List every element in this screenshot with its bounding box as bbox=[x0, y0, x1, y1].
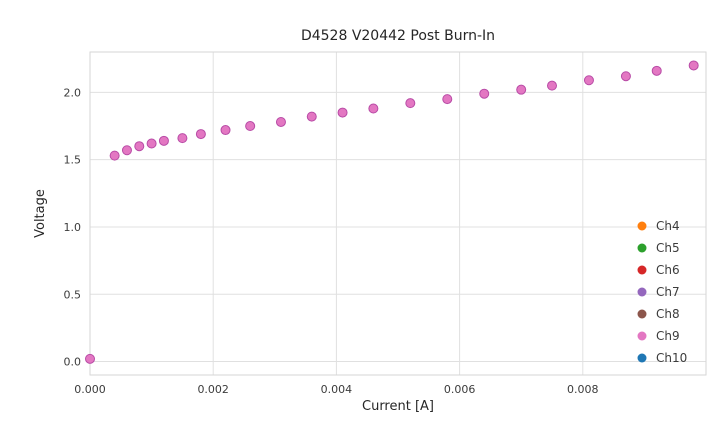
legend-label: Ch5 bbox=[656, 241, 680, 255]
legend-item: Ch5 bbox=[637, 241, 680, 255]
data-point bbox=[158, 135, 169, 146]
data-point bbox=[405, 98, 416, 109]
data-point bbox=[109, 150, 120, 161]
data-point bbox=[583, 75, 594, 86]
legend-item: Ch9 bbox=[637, 329, 680, 343]
data-point bbox=[245, 121, 256, 132]
data-point bbox=[688, 60, 699, 71]
legend-label: Ch8 bbox=[656, 307, 680, 321]
legend-label: Ch9 bbox=[656, 329, 680, 343]
legend-marker-icon bbox=[637, 243, 647, 253]
x-axis-label: Current [A] bbox=[362, 399, 434, 414]
data-point bbox=[368, 103, 379, 114]
data-point bbox=[516, 84, 527, 95]
y-tick-label: 1.0 bbox=[64, 221, 82, 234]
data-point bbox=[195, 129, 206, 140]
legend-marker-icon bbox=[637, 353, 647, 363]
legend-label: Ch10 bbox=[656, 351, 687, 365]
data-point bbox=[146, 138, 157, 149]
legend-item: Ch7 bbox=[637, 285, 680, 299]
x-tick-label: 0.004 bbox=[321, 383, 353, 396]
y-tick-label: 0.0 bbox=[64, 356, 82, 369]
x-tick-label: 0.006 bbox=[444, 383, 476, 396]
data-point bbox=[134, 141, 145, 152]
data-point bbox=[651, 65, 662, 76]
legend-marker-icon bbox=[637, 331, 647, 341]
data-point bbox=[306, 111, 317, 122]
y-axis-label: Voltage bbox=[33, 189, 48, 238]
data-point bbox=[337, 107, 348, 118]
data-point bbox=[177, 133, 188, 144]
legend-label: Ch4 bbox=[656, 219, 680, 233]
x-tick-labels: 0.000 0.002 0.004 0.006 0.008 bbox=[74, 383, 598, 396]
legend-marker-icon bbox=[637, 265, 647, 275]
data-point bbox=[121, 145, 132, 156]
y-tick-label: 1.5 bbox=[64, 154, 82, 167]
x-tick-label: 0.002 bbox=[197, 383, 229, 396]
data-point bbox=[547, 80, 557, 91]
data-point bbox=[220, 125, 231, 136]
data-point bbox=[85, 353, 95, 364]
data-point bbox=[479, 88, 490, 99]
data-point bbox=[275, 116, 286, 127]
legend-marker-icon bbox=[637, 287, 647, 297]
legend-marker-icon bbox=[637, 309, 647, 319]
legend-label: Ch6 bbox=[656, 263, 680, 277]
legend-item: Ch8 bbox=[637, 307, 680, 321]
data-point bbox=[620, 71, 631, 82]
legend-label: Ch7 bbox=[656, 285, 680, 299]
x-tick-label: 0.008 bbox=[567, 383, 599, 396]
legend-marker-icon bbox=[637, 221, 647, 231]
data-point bbox=[442, 94, 453, 105]
legend-item: Ch10 bbox=[637, 351, 687, 365]
legend: Ch4 Ch5 Ch6 Ch7 Ch8 Ch9 Ch10 bbox=[637, 219, 687, 365]
plot-border bbox=[89, 51, 707, 376]
y-tick-label: 2.0 bbox=[64, 86, 82, 99]
x-tick-label: 0.000 bbox=[74, 383, 106, 396]
chart-title: D4528 V20442 Post Burn-In bbox=[301, 28, 495, 44]
legend-item: Ch4 bbox=[637, 219, 680, 233]
gridlines bbox=[89, 52, 706, 375]
data-points bbox=[85, 60, 699, 364]
y-tick-labels: 0.0 0.5 1.0 1.5 2.0 bbox=[64, 86, 82, 368]
y-tick-label: 0.5 bbox=[64, 288, 82, 301]
legend-item: Ch6 bbox=[637, 263, 680, 277]
